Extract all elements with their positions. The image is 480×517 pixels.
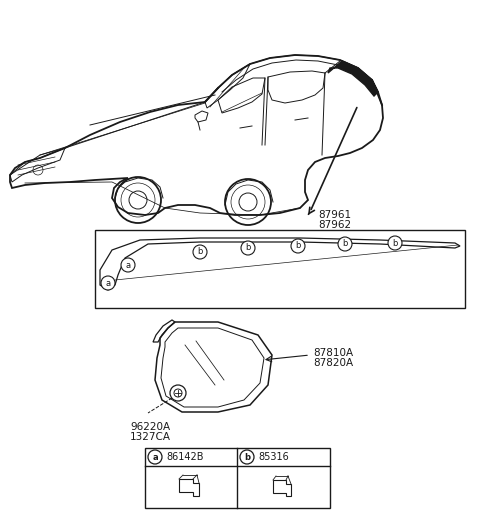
- Text: 86142B: 86142B: [166, 452, 204, 462]
- Text: b: b: [197, 248, 203, 256]
- Bar: [95, 230, 465, 308]
- Text: a: a: [125, 261, 131, 269]
- Circle shape: [338, 237, 352, 251]
- Circle shape: [121, 258, 135, 272]
- Text: 87962: 87962: [318, 220, 351, 230]
- Text: b: b: [245, 244, 251, 252]
- Text: a: a: [152, 452, 158, 462]
- Circle shape: [388, 236, 402, 250]
- Circle shape: [291, 239, 305, 253]
- Circle shape: [240, 450, 254, 464]
- Text: 87810A: 87810A: [313, 348, 353, 358]
- Circle shape: [101, 276, 115, 290]
- Text: 96220A: 96220A: [130, 422, 170, 432]
- Text: 87820A: 87820A: [313, 358, 353, 368]
- Circle shape: [241, 241, 255, 255]
- Text: 1327CA: 1327CA: [130, 432, 171, 442]
- Text: b: b: [392, 238, 398, 248]
- Text: a: a: [106, 279, 110, 287]
- Text: b: b: [342, 239, 348, 249]
- Circle shape: [170, 385, 186, 401]
- Text: 87961: 87961: [318, 210, 351, 220]
- Text: 85316: 85316: [258, 452, 289, 462]
- Bar: [145, 448, 330, 508]
- Text: b: b: [244, 452, 250, 462]
- Circle shape: [148, 450, 162, 464]
- Circle shape: [193, 245, 207, 259]
- Text: b: b: [295, 241, 300, 251]
- Polygon shape: [328, 61, 378, 96]
